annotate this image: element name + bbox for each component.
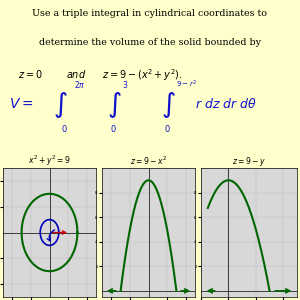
Text: $3$: $3$ (122, 79, 128, 90)
Title: $z = 9-y$: $z = 9-y$ (232, 155, 266, 168)
Text: $0$: $0$ (61, 123, 68, 134)
Text: $0$: $0$ (164, 123, 170, 134)
Text: $z = 0$: $z = 0$ (18, 68, 43, 80)
Text: $z = 9-(x^2+y^2).$: $z = 9-(x^2+y^2).$ (102, 68, 183, 83)
Text: $\int$: $\int$ (52, 90, 68, 120)
Text: $2\pi$: $2\pi$ (74, 79, 85, 90)
Text: $\int$: $\int$ (160, 90, 175, 120)
Text: determine the volume of the solid bounded by: determine the volume of the solid bounde… (39, 38, 261, 47)
Text: $V=$: $V=$ (9, 97, 33, 111)
Text: $0$: $0$ (110, 123, 116, 134)
Text: $and$: $and$ (66, 68, 86, 80)
Text: $9-r^2$: $9-r^2$ (176, 79, 197, 90)
Text: Use a triple integral in cylindrical coordinates to: Use a triple integral in cylindrical coo… (32, 9, 268, 18)
Title: $z = 9-x^2$: $z = 9-x^2$ (130, 155, 167, 167)
Text: $\int$: $\int$ (106, 90, 122, 120)
Title: $x^2+y^2=9$: $x^2+y^2=9$ (28, 154, 71, 168)
Text: $r\ dz\ dr\ d\theta$: $r\ dz\ dr\ d\theta$ (195, 97, 257, 111)
